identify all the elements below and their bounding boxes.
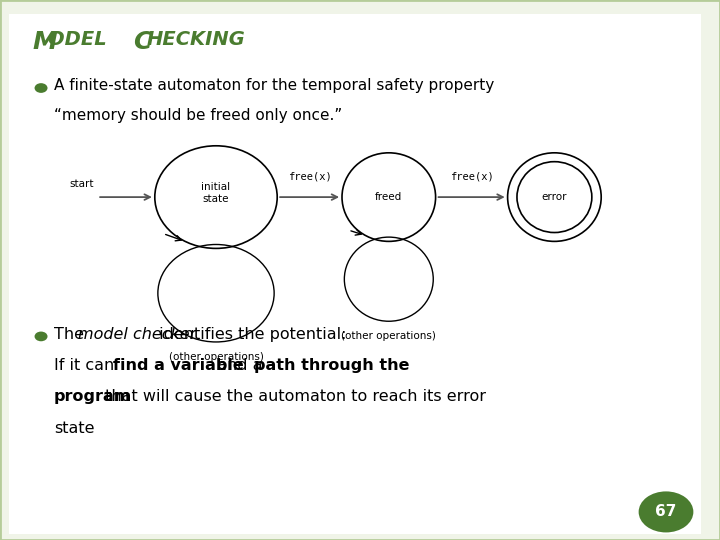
Text: M: M — [32, 30, 58, 53]
Circle shape — [35, 332, 48, 341]
Text: A finite-state automaton for the temporal safety property: A finite-state automaton for the tempora… — [54, 78, 494, 93]
Text: ODEL: ODEL — [48, 30, 114, 49]
Text: C: C — [133, 30, 152, 53]
FancyBboxPatch shape — [9, 14, 701, 534]
Text: (other operations): (other operations) — [168, 352, 264, 362]
Text: free(x): free(x) — [450, 172, 493, 182]
Text: “memory should be freed only once.”: “memory should be freed only once.” — [54, 108, 342, 123]
FancyBboxPatch shape — [86, 65, 691, 308]
Text: (other operations): (other operations) — [341, 331, 436, 341]
Text: If it can: If it can — [54, 358, 120, 373]
Text: The: The — [54, 327, 89, 342]
Text: model checker: model checker — [78, 327, 196, 342]
Text: HECKING: HECKING — [147, 30, 246, 49]
Text: that will cause the automaton to reach its error: that will cause the automaton to reach i… — [100, 389, 486, 404]
Text: program: program — [54, 389, 131, 404]
Text: find a variable: find a variable — [113, 358, 244, 373]
Text: and a: and a — [212, 358, 268, 373]
Text: error: error — [541, 192, 567, 202]
Text: free(x): free(x) — [288, 172, 331, 182]
Text: freed: freed — [375, 192, 402, 202]
Text: path through the: path through the — [253, 358, 409, 373]
Text: 67: 67 — [655, 504, 677, 519]
Circle shape — [639, 491, 693, 532]
Circle shape — [35, 83, 48, 93]
Text: start: start — [69, 179, 94, 189]
Text: identifies the potential:: identifies the potential: — [154, 327, 347, 342]
Text: state: state — [54, 421, 94, 436]
Text: initial
state: initial state — [202, 181, 230, 204]
